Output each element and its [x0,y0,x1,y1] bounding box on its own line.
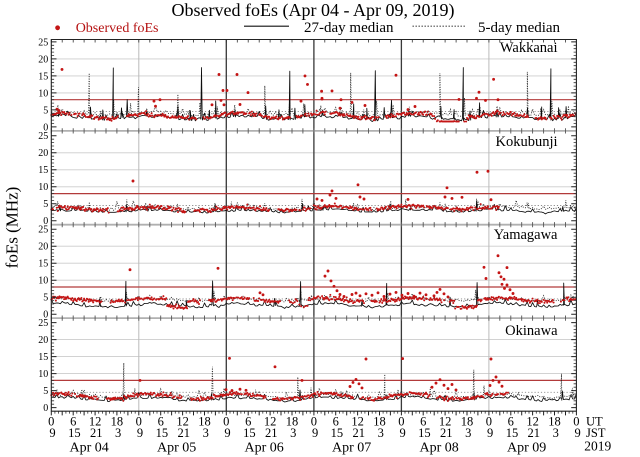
svg-text:0: 0 [43,403,48,414]
svg-text:5-day median: 5-day median [478,20,561,36]
svg-text:25: 25 [38,37,48,48]
svg-text:3: 3 [115,426,121,440]
svg-text:3: 3 [378,426,384,440]
svg-text:3: 3 [203,426,209,440]
svg-text:6: 6 [158,415,164,429]
svg-text:12: 12 [89,415,102,429]
svg-text:0: 0 [43,310,48,321]
svg-text:Apr 07: Apr 07 [332,440,371,455]
svg-text:Observed foEs: Observed foEs [76,21,159,36]
svg-text:0: 0 [136,415,142,429]
svg-text:6: 6 [333,415,339,429]
svg-text:15: 15 [156,426,169,440]
svg-text:10: 10 [38,369,48,380]
svg-text:15: 15 [38,71,48,82]
svg-text:15: 15 [38,352,48,363]
svg-text:20: 20 [38,335,48,346]
svg-text:0: 0 [311,415,317,429]
svg-text:15: 15 [331,426,344,440]
svg-text:Okinawa: Okinawa [505,323,558,339]
svg-text:12: 12 [264,415,277,429]
svg-text:6: 6 [420,415,426,429]
svg-text:9: 9 [487,426,493,440]
svg-text:Observed foEs (Apr 04 - Apr 09: Observed foEs (Apr 04 - Apr 09, 2019) [172,0,455,21]
svg-text:15: 15 [506,426,519,440]
svg-text:0: 0 [486,415,492,429]
svg-text:3: 3 [290,426,296,440]
svg-text:10: 10 [38,88,48,99]
svg-text:21: 21 [528,426,541,440]
svg-text:UT: UT [586,415,603,429]
svg-text:15: 15 [418,426,431,440]
svg-text:Apr 06: Apr 06 [244,440,283,455]
svg-text:15: 15 [38,165,48,176]
svg-text:15: 15 [243,426,256,440]
svg-text:20: 20 [38,242,48,253]
svg-text:foEs (MHz): foEs (MHz) [3,187,22,269]
svg-text:15: 15 [38,259,48,270]
svg-text:5: 5 [43,105,48,116]
svg-text:21: 21 [265,426,278,440]
svg-text:9: 9 [224,426,230,440]
svg-text:18: 18 [111,415,124,429]
svg-text:12: 12 [526,415,539,429]
svg-text:Apr 05: Apr 05 [157,440,196,455]
svg-text:21: 21 [90,426,103,440]
svg-text:Kokubunji: Kokubunji [495,134,557,150]
svg-text:18: 18 [548,415,561,429]
svg-text:12: 12 [176,415,189,429]
svg-text:Apr 04: Apr 04 [69,440,108,455]
svg-text:21: 21 [178,426,191,440]
svg-text:3: 3 [465,426,471,440]
svg-text:18: 18 [461,415,474,429]
svg-text:9: 9 [49,426,55,440]
svg-text:6: 6 [70,415,76,429]
svg-text:0: 0 [223,415,229,429]
svg-text:15: 15 [68,426,81,440]
svg-text:25: 25 [38,131,48,142]
svg-text:3: 3 [553,426,559,440]
svg-text:12: 12 [351,415,364,429]
svg-text:Apr 08: Apr 08 [419,440,458,455]
svg-text:6: 6 [245,415,251,429]
svg-text:20: 20 [38,54,48,65]
svg-text:0: 0 [43,122,48,133]
svg-text:18: 18 [286,415,299,429]
svg-text:21: 21 [353,426,366,440]
svg-text:27-day median: 27-day median [304,20,394,36]
svg-text:0: 0 [48,415,54,429]
svg-text:20: 20 [38,148,48,159]
svg-text:21: 21 [440,426,453,440]
svg-text:0: 0 [398,415,404,429]
svg-text:10: 10 [38,276,48,287]
svg-text:5: 5 [43,293,48,304]
svg-text:9: 9 [399,426,405,440]
svg-text:JST: JST [586,426,606,440]
svg-text:0: 0 [573,415,579,429]
svg-text:6: 6 [508,415,514,429]
svg-text:Yamagawa: Yamagawa [494,227,558,243]
svg-text:Apr 09: Apr 09 [507,440,546,455]
svg-text:18: 18 [373,415,386,429]
svg-text:18: 18 [198,415,211,429]
svg-text:25: 25 [38,225,48,236]
svg-text:0: 0 [43,216,48,227]
svg-text:9: 9 [312,426,318,440]
svg-text:9: 9 [137,426,143,440]
svg-text:12: 12 [439,415,452,429]
svg-text:10: 10 [38,182,48,193]
svg-text:25: 25 [38,318,48,329]
svg-text:Wakkanai: Wakkanai [500,40,558,56]
svg-text:5: 5 [43,199,48,210]
svg-text:5: 5 [43,386,48,397]
svg-text:9: 9 [574,426,580,440]
svg-text:2019: 2019 [584,438,611,453]
